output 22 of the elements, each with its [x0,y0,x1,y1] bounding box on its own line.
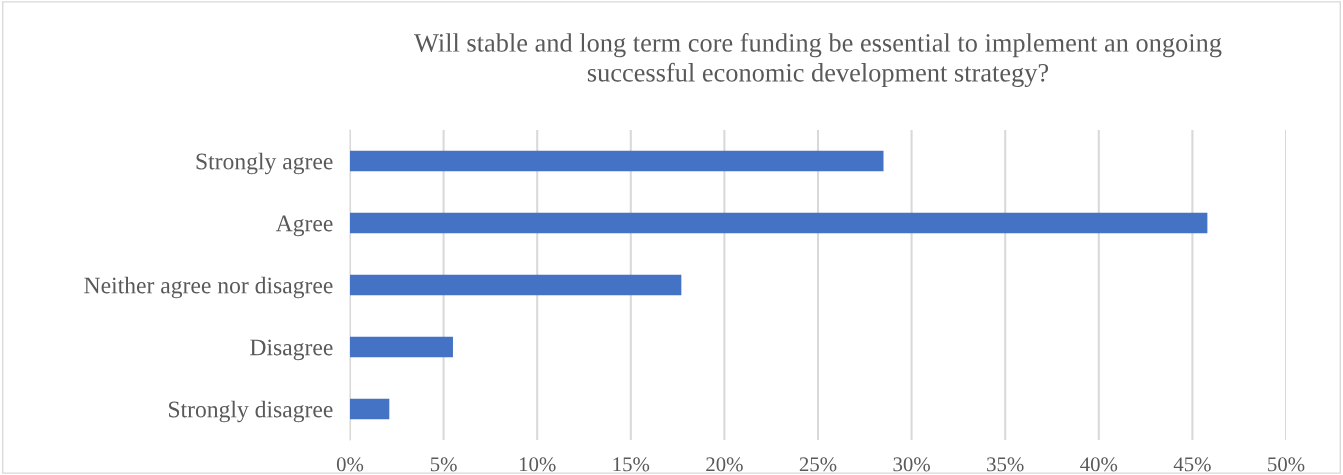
x-tick-label: 5% [430,457,457,472]
bar [350,398,390,420]
x-tick-label: 0% [336,457,364,472]
x-tick-label: 25% [799,457,837,472]
x-tick-label: 20% [706,457,743,472]
x-tick-label: 15% [613,457,650,472]
y-tick-label: Agree [275,215,333,237]
x-tick-label: 40% [1080,457,1118,472]
x-tick-label: 35% [987,457,1024,472]
bar [350,336,453,358]
x-tick-label: 50% [1268,457,1305,472]
x-tick-label: 10% [519,457,556,472]
x-tick-label: 45% [1173,457,1211,472]
bar [350,212,1208,234]
y-tick-label: Neither agree nor disagree [84,276,333,299]
y-tick-label: Strongly disagree [169,400,333,423]
y-tick-label: Strongly agree [196,152,333,175]
x-tick-label: 30% [893,457,930,472]
bar [350,274,682,296]
chart-title: Will stable and long term core funding be essential to implement an ongoing successful economic development strategy? [414,32,1222,88]
bar [350,150,884,172]
y-tick-label: Disagree [250,339,333,361]
